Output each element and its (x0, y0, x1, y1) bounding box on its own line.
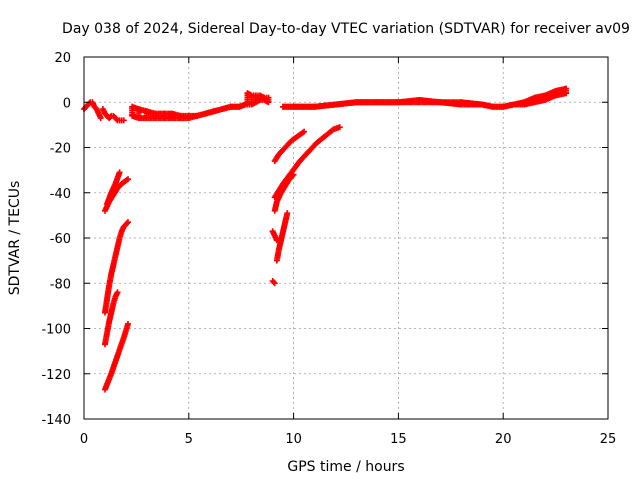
data-point (301, 128, 308, 135)
data-point (135, 114, 142, 121)
data-point (116, 169, 123, 176)
x-tick-label: 15 (390, 432, 407, 447)
data-point (510, 101, 517, 108)
data-point (129, 111, 136, 118)
data-point (125, 320, 132, 327)
data-point (290, 171, 297, 178)
data-point (280, 103, 287, 110)
y-tick-label: 0 (63, 96, 71, 111)
data-point (143, 114, 150, 121)
data-point (194, 112, 201, 119)
y-tick-label: 20 (54, 51, 71, 66)
y-tick-label: -100 (41, 323, 71, 338)
data-point (563, 89, 570, 96)
data-point (336, 124, 343, 131)
axis-ticks: 0 5 10 15 20 25 -140 -120 -100 -80 -60 -40 -20 0 20 (41, 51, 616, 447)
y-tick-label: -60 (50, 232, 71, 247)
data-point (248, 100, 255, 107)
y-tick-label: -120 (41, 368, 71, 383)
data-point (236, 103, 243, 110)
data-point (252, 98, 259, 105)
data-point (120, 117, 127, 124)
data-point (125, 176, 132, 183)
x-tick-label: 0 (80, 432, 88, 447)
data-point (185, 114, 192, 121)
data-point (169, 114, 176, 121)
y-axis-label: SDTVAR / TECUs (7, 181, 23, 296)
data-point (311, 103, 318, 110)
data-point (160, 114, 167, 121)
data-point (332, 101, 339, 108)
x-tick-label: 20 (495, 432, 512, 447)
x-tick-label: 10 (285, 432, 302, 447)
data-point (458, 101, 465, 108)
x-tick-label: 25 (600, 432, 617, 447)
data-point (97, 115, 104, 122)
data-point (270, 279, 277, 286)
y-tick-label: -80 (50, 277, 71, 292)
data-point (489, 103, 496, 110)
data-point (353, 99, 360, 106)
data-point (227, 103, 234, 110)
data-points (81, 85, 570, 393)
data-point (210, 108, 217, 115)
data-point (437, 99, 444, 106)
data-point (531, 98, 538, 105)
chart-title: Day 038 of 2024, Sidereal Day-to-day VTE… (62, 21, 630, 37)
data-point (273, 237, 280, 244)
data-point (500, 103, 507, 110)
data-point (125, 219, 132, 226)
y-tick-label: -140 (41, 413, 71, 428)
y-tick-label: -20 (50, 142, 71, 157)
data-point (284, 210, 291, 217)
data-point (271, 280, 278, 287)
data-point (542, 96, 549, 103)
data-point (123, 220, 130, 227)
data-point (479, 101, 486, 108)
data-point (395, 99, 402, 106)
data-point (521, 101, 528, 108)
data-point (265, 98, 272, 105)
data-point (552, 91, 559, 98)
x-tick-label: 5 (185, 432, 193, 447)
y-tick-label: -40 (50, 187, 71, 202)
data-point (113, 116, 120, 123)
data-point (374, 99, 381, 106)
data-point (202, 110, 209, 117)
data-point (290, 103, 297, 110)
data-point (219, 106, 226, 113)
data-point (416, 98, 423, 105)
x-axis-label: GPS time / hours (287, 459, 404, 475)
data-point (289, 172, 296, 179)
data-point (177, 114, 184, 121)
data-point (152, 114, 159, 121)
data-point (114, 289, 121, 296)
